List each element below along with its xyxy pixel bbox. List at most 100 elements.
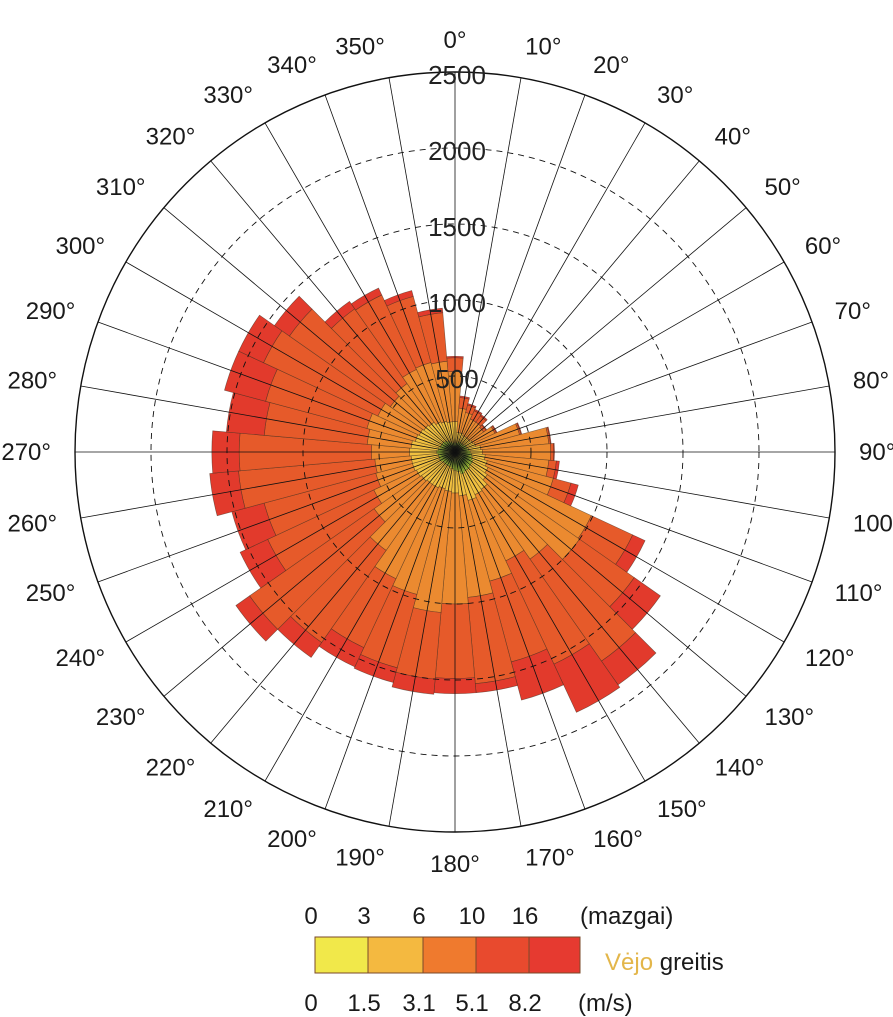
grid-spoke-20 bbox=[454, 94, 586, 453]
bar-segment-300-4 bbox=[238, 314, 283, 364]
grid-spoke-150 bbox=[454, 451, 646, 782]
grid-spoke-60 bbox=[454, 261, 785, 453]
legend-knots-label: 3 bbox=[357, 903, 370, 930]
legend-ms-labels: 0 1.5 3.1 5.1 8.2 bbox=[304, 990, 541, 1017]
legend-title: Vėjo greitis bbox=[605, 949, 724, 976]
radial-tick-label: 2000 bbox=[428, 136, 486, 166]
grid-spoke-110 bbox=[454, 451, 813, 583]
angle-tick-label: 210° bbox=[203, 796, 253, 823]
angle-tick-label: 280° bbox=[7, 367, 57, 394]
angle-tick-label: 180° bbox=[430, 851, 480, 878]
grid-spoke-330 bbox=[264, 122, 456, 453]
angle-tick-label: 200° bbox=[267, 826, 317, 853]
angle-tick-label: 30° bbox=[657, 82, 693, 109]
bar-segment-160-4 bbox=[510, 648, 564, 701]
angle-tick-label: 120° bbox=[805, 645, 855, 672]
angle-tick-label: 260° bbox=[7, 511, 57, 538]
radial-tick-label: 1000 bbox=[428, 288, 486, 318]
legend-ms-label: 8.2 bbox=[508, 990, 541, 1017]
angle-tick-label: 110° bbox=[835, 580, 883, 607]
angle-tick-label: 190° bbox=[335, 845, 385, 872]
radial-tick-label: 1500 bbox=[428, 212, 486, 242]
angle-tick-label: 130° bbox=[764, 704, 814, 731]
grid-spoke-250 bbox=[97, 451, 456, 583]
angle-tick-label: 50° bbox=[764, 174, 800, 201]
legend-ms-label: 5.1 bbox=[455, 990, 488, 1017]
angle-tick-label: 60° bbox=[805, 233, 841, 260]
angle-tick-label: 330° bbox=[203, 82, 253, 109]
angle-tick-labels: 0° 10° 20° 30° 40° 50° 60° 70° 80° 90° 100° 110° 120… bbox=[1, 27, 893, 878]
legend-title-highlight: Vėjo bbox=[605, 949, 653, 976]
angle-tick-label: 350° bbox=[335, 33, 385, 60]
grid-spoke-190 bbox=[388, 451, 456, 827]
angle-tick-label: 240° bbox=[55, 645, 105, 672]
grid-spoke-320 bbox=[210, 160, 456, 453]
legend: 0 3 6 10 16 (mazgai) Vėjo greitis 0 1.5 3.1 5.1… bbox=[304, 903, 723, 1017]
legend-ms-label: 1.5 bbox=[347, 990, 380, 1017]
grid-spoke-10 bbox=[454, 77, 522, 453]
polar-grid bbox=[74, 71, 836, 833]
legend-knots-label: 6 bbox=[412, 903, 425, 930]
grid-spoke-70 bbox=[454, 321, 813, 453]
grid-spoke-50 bbox=[454, 207, 747, 453]
angle-tick-label: 100° bbox=[853, 511, 893, 538]
grid-spoke-80 bbox=[454, 385, 830, 453]
angle-tick-label: 70° bbox=[835, 298, 871, 325]
grid-spoke-240 bbox=[125, 451, 456, 643]
angle-tick-label: 20° bbox=[593, 52, 629, 79]
bar-segment-240-4 bbox=[239, 538, 287, 589]
legend-knots-labels: 0 3 6 10 16 bbox=[304, 903, 538, 930]
grid-spoke-230 bbox=[163, 451, 456, 697]
angle-tick-label: 10° bbox=[525, 33, 561, 60]
grid-spoke-30 bbox=[454, 122, 646, 453]
angle-tick-label: 170° bbox=[525, 845, 575, 872]
angle-tick-label: 270° bbox=[1, 439, 51, 466]
angle-tick-label: 40° bbox=[715, 123, 751, 150]
grid-spoke-40 bbox=[454, 160, 700, 453]
grid-spoke-100 bbox=[454, 451, 830, 519]
angle-tick-label: 90° bbox=[859, 439, 893, 466]
legend-swatch bbox=[528, 936, 581, 974]
legend-ms-label: 3.1 bbox=[402, 990, 435, 1017]
legend-knots-label: 0 bbox=[304, 903, 317, 930]
radial-tick-label: 500 bbox=[435, 364, 478, 394]
angle-tick-label: 140° bbox=[715, 755, 765, 782]
angle-tick-label: 290° bbox=[26, 298, 76, 325]
grid-spoke-260 bbox=[80, 451, 456, 519]
angle-tick-label: 340° bbox=[267, 52, 317, 79]
angle-tick-label: 310° bbox=[96, 174, 146, 201]
grid-spoke-220 bbox=[210, 451, 456, 744]
legend-swatch bbox=[367, 936, 424, 974]
angle-tick-label: 320° bbox=[146, 123, 196, 150]
legend-knots-label: 10 bbox=[459, 903, 486, 930]
legend-swatch bbox=[422, 936, 477, 974]
angle-tick-label: 80° bbox=[853, 367, 889, 394]
radial-tick-labels: 500 1000 1500 2000 2500 bbox=[428, 60, 486, 394]
angle-tick-label: 0° bbox=[444, 27, 467, 54]
angle-tick-label: 220° bbox=[146, 755, 196, 782]
grid-spoke-130 bbox=[454, 451, 747, 697]
grid-spoke-160 bbox=[454, 451, 586, 810]
legend-knots-label: 16 bbox=[512, 903, 539, 930]
legend-ms-unit: (m/s) bbox=[578, 990, 633, 1017]
grid-spoke-210 bbox=[264, 451, 456, 782]
grid-spoke-340 bbox=[324, 94, 456, 453]
angle-tick-label: 300° bbox=[55, 233, 105, 260]
legend-title-rest: greitis bbox=[653, 949, 724, 976]
bar-segment-190-4 bbox=[391, 671, 436, 695]
grid-spoke-350 bbox=[388, 77, 456, 453]
grid-spoke-170 bbox=[454, 451, 522, 827]
legend-swatch bbox=[314, 936, 369, 974]
legend-ms-label: 0 bbox=[304, 990, 317, 1017]
bar-segment-200-4 bbox=[353, 654, 398, 683]
grid-spoke-280 bbox=[80, 385, 456, 453]
grid-spoke-310 bbox=[163, 207, 456, 453]
legend-swatches bbox=[314, 936, 581, 974]
bar-segment-260-4 bbox=[209, 470, 246, 517]
grid-spoke-200 bbox=[324, 451, 456, 810]
grid-spoke-300 bbox=[125, 261, 456, 453]
grid-spoke-120 bbox=[454, 451, 785, 643]
radial-tick-label: 2500 bbox=[428, 60, 486, 90]
legend-swatch bbox=[475, 936, 530, 974]
